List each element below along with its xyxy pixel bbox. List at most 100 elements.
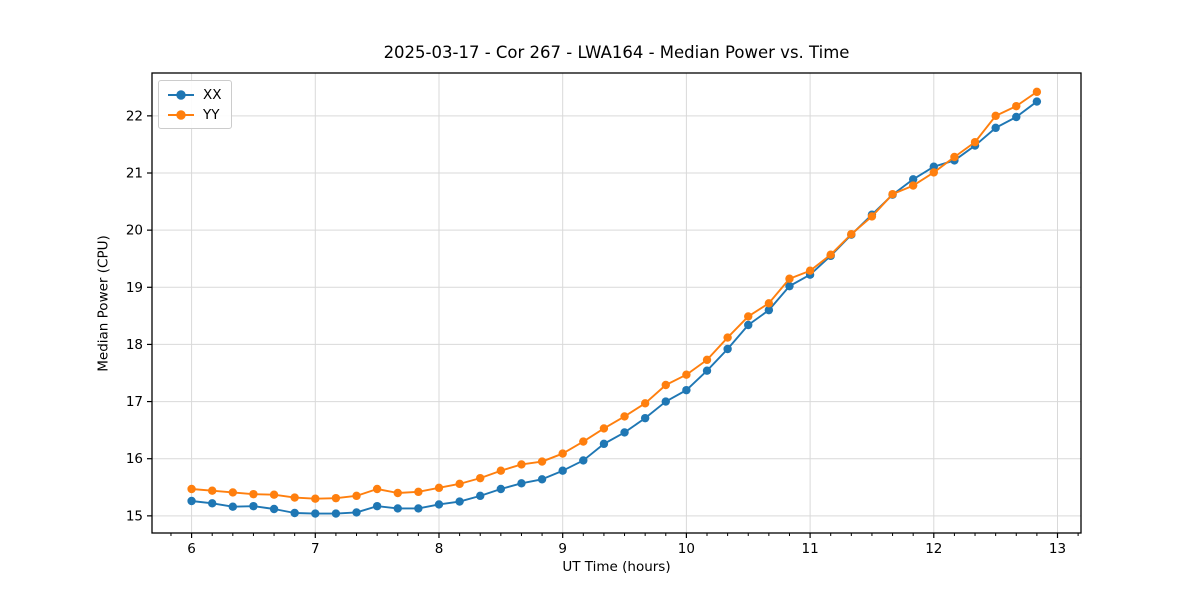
data-point-xx [991, 123, 1000, 133]
chart-title: 2025-03-17 - Cor 267 - LWA164 - Median P… [383, 43, 850, 62]
data-point-yy [599, 424, 609, 433]
x-tick-label: 8 [435, 541, 444, 557]
data-point-yy [950, 152, 959, 162]
data-point-xx [620, 428, 629, 437]
data-point-xx [723, 344, 732, 354]
data-point-yy [393, 488, 402, 498]
data-point-xx [269, 504, 279, 514]
data-point-yy [455, 479, 464, 489]
data-point-xx [434, 500, 444, 509]
legend-item-yy: YY [166, 105, 222, 124]
y-tick-label: 19 [126, 280, 143, 296]
data-point-xx [496, 484, 506, 494]
x-tick-label: 7 [311, 541, 320, 557]
data-point-yy [476, 473, 485, 483]
data-point-xx [249, 501, 258, 511]
data-point-xx [702, 366, 712, 375]
data-point-yy [187, 484, 196, 494]
data-point-yy [496, 466, 506, 475]
data-point-yy [1012, 101, 1021, 111]
x-tick-label: 10 [678, 541, 695, 557]
axes-frame [151, 72, 1082, 534]
data-point-xx [208, 499, 217, 508]
data-point-xx [372, 501, 382, 511]
data-point-yy [682, 370, 691, 379]
data-point-xx [476, 491, 485, 501]
data-point-yy [228, 488, 238, 497]
data-point-yy [434, 483, 444, 493]
data-point-xx [682, 385, 691, 395]
data-point-yy [991, 111, 1000, 121]
data-point-xx [455, 497, 464, 506]
data-point-xx [311, 509, 320, 518]
legend-label: XX [203, 86, 222, 103]
y-tick-label: 18 [126, 337, 143, 353]
data-point-yy [785, 274, 794, 283]
data-point-xx [393, 504, 402, 513]
data-point-xx [352, 508, 361, 517]
data-point-xx [331, 509, 341, 518]
legend-label: YY [203, 106, 220, 123]
x-tick-label: 12 [925, 541, 942, 557]
data-point-yy [352, 491, 361, 501]
data-point-yy [208, 486, 217, 495]
data-point-xx [785, 281, 794, 291]
data-point-yy [723, 333, 732, 342]
data-point-yy [1032, 87, 1042, 97]
x-axis-label: UT Time (hours) [562, 559, 671, 575]
data-point-yy [558, 449, 567, 458]
data-point-yy [970, 137, 980, 147]
data-point-xx [414, 504, 423, 513]
data-point-yy [311, 494, 320, 503]
y-tick-label: 21 [126, 166, 143, 182]
data-point-xx [517, 479, 526, 488]
data-point-yy [372, 484, 382, 494]
data-point-xx [764, 305, 774, 315]
data-point-yy [929, 168, 938, 177]
series-line-xx [190, 100, 1038, 515]
data-point-xx [599, 439, 609, 449]
data-point-xx [661, 397, 670, 406]
data-point-xx [1012, 112, 1021, 122]
legend-item-xx: XX [166, 85, 222, 104]
data-point-yy [702, 355, 712, 365]
data-point-xx [228, 502, 238, 511]
data-point-xx [579, 456, 588, 465]
data-point-xx [640, 413, 650, 423]
data-point-yy [414, 487, 423, 497]
data-point-yy [249, 489, 258, 499]
y-tick-label: 22 [126, 108, 143, 124]
y-tick-label: 15 [126, 508, 143, 524]
x-tick-label: 9 [558, 541, 567, 557]
line-marker-icon [168, 109, 194, 120]
y-axis-label: Median Power (CPU) [95, 235, 112, 372]
data-point-yy [805, 266, 815, 275]
data-point-xx [537, 475, 547, 484]
data-point-yy [579, 437, 588, 446]
x-tick-label: 13 [1049, 541, 1066, 557]
data-point-yy [620, 412, 629, 421]
data-point-yy [764, 299, 774, 308]
data-point-yy [826, 250, 835, 259]
data-point-xx [187, 496, 196, 506]
data-point-xx [1032, 97, 1042, 106]
data-point-yy [744, 312, 753, 321]
data-point-yy [661, 380, 670, 390]
data-point-yy [269, 490, 279, 499]
line-marker-icon [168, 89, 194, 100]
data-point-yy [640, 399, 650, 408]
x-tick-label: 6 [187, 541, 196, 557]
data-point-yy [517, 460, 526, 469]
data-point-yy [290, 493, 299, 502]
legend: XX YY [158, 80, 232, 129]
data-point-xx [558, 466, 567, 475]
data-point-yy [537, 457, 547, 466]
y-tick-label: 17 [126, 394, 143, 410]
data-point-yy [847, 229, 856, 239]
y-tick-label: 20 [126, 223, 143, 239]
data-point-xx [744, 320, 753, 330]
data-point-yy [888, 189, 897, 199]
data-point-xx [290, 508, 299, 518]
